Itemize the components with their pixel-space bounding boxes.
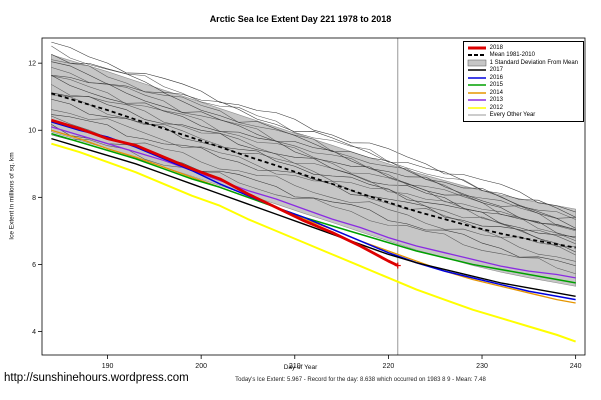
background-year-line: [51, 134, 576, 275]
background-year-line: [51, 59, 576, 230]
footer-caption: Today's Ice Extent: 5.967 - Record for t…: [235, 377, 486, 383]
legend-item: 2014: [467, 89, 578, 97]
legend-item: 2018: [467, 44, 578, 52]
legend-swatch-icon: [467, 106, 486, 109]
legend-label: 1 Standard Deviation From Mean: [489, 59, 578, 66]
legend-swatch-icon: [467, 46, 486, 50]
x-tick-label: 190: [102, 363, 114, 370]
legend-label: 2018: [489, 44, 503, 51]
legend-label: Mean 1981-2010: [489, 52, 535, 59]
x-tick-label: 200: [195, 363, 207, 370]
x-tick-label: 210: [289, 363, 301, 370]
legend-label: 2016: [489, 74, 503, 81]
background-year-line: [51, 67, 576, 231]
legend-swatch-icon: [467, 91, 486, 94]
legend-swatch-icon: [467, 69, 486, 72]
background-year-line: [51, 61, 576, 219]
legend-box: 2018 Mean 1981-2010 1 Standard Deviation F…: [462, 41, 584, 122]
background-year-line: [51, 41, 576, 213]
legend-item: Mean 1981-2010: [467, 52, 578, 60]
legend-swatch-icon: [467, 59, 486, 66]
series-line-2012: [51, 142, 576, 343]
legend-item: 2017: [467, 67, 578, 75]
legend-label: 2012: [489, 104, 503, 111]
legend-swatch-icon: [467, 84, 486, 87]
background-year-line: [51, 94, 576, 247]
background-year-line: [51, 109, 576, 256]
legend-item: 1 Standard Deviation From Mean: [467, 59, 578, 67]
series-line-2013: [51, 126, 576, 279]
background-year-line: [51, 75, 576, 241]
background-year-line: [51, 74, 576, 229]
series-line-2015: [51, 132, 576, 284]
series-line-2018: [50, 118, 399, 267]
series-line-mean-1981-2010: [51, 92, 576, 249]
legend-swatch-icon: [467, 114, 486, 116]
legend-item: 2015: [467, 82, 578, 90]
legend-label: 2015: [489, 82, 503, 89]
legend-label: 2017: [489, 67, 503, 74]
x-axis-label: Day of Year: [283, 364, 318, 371]
series-line-2017: [51, 137, 576, 297]
legend-label: Every Other Year: [489, 112, 536, 119]
x-tick-label: 240: [570, 363, 582, 370]
x-tick-label: 230: [476, 363, 488, 370]
background-year-line: [51, 45, 576, 220]
background-year-line: [51, 92, 576, 239]
y-tick-label: 10: [28, 128, 36, 135]
background-year-line: [51, 99, 576, 238]
y-tick-label: 8: [32, 195, 36, 202]
legend-item: 2013: [467, 97, 578, 105]
background-year-line: [51, 115, 576, 262]
y-tick-label: 4: [32, 329, 36, 336]
chart-title: Arctic Sea Ice Extent Day 221 1978 to 20…: [209, 14, 392, 24]
legend-swatch-icon: [467, 76, 486, 79]
series-line-2016: [51, 121, 576, 301]
background-year-line: [51, 114, 576, 253]
legend-label: 2013: [489, 97, 503, 104]
y-tick-label: 12: [28, 61, 36, 68]
plot-border: [41, 37, 586, 356]
legend-item: 2016: [467, 74, 578, 82]
y-axis-label: Ice Extent in millions of sq. km: [8, 152, 16, 240]
legend-item: Every Other Year: [467, 112, 578, 120]
x-tick-label: 220: [383, 363, 395, 370]
legend-item: 2012: [467, 104, 578, 112]
legend-swatch-icon: [467, 54, 486, 57]
site-url-link[interactable]: http://sunshinehours.wordpress.com: [4, 372, 189, 384]
y-tick-label: 6: [32, 262, 36, 269]
legend-label: 2014: [489, 89, 503, 96]
background-year-line: [51, 84, 576, 245]
legend-swatch-icon: [467, 99, 486, 102]
series-line-2014: [51, 129, 576, 304]
